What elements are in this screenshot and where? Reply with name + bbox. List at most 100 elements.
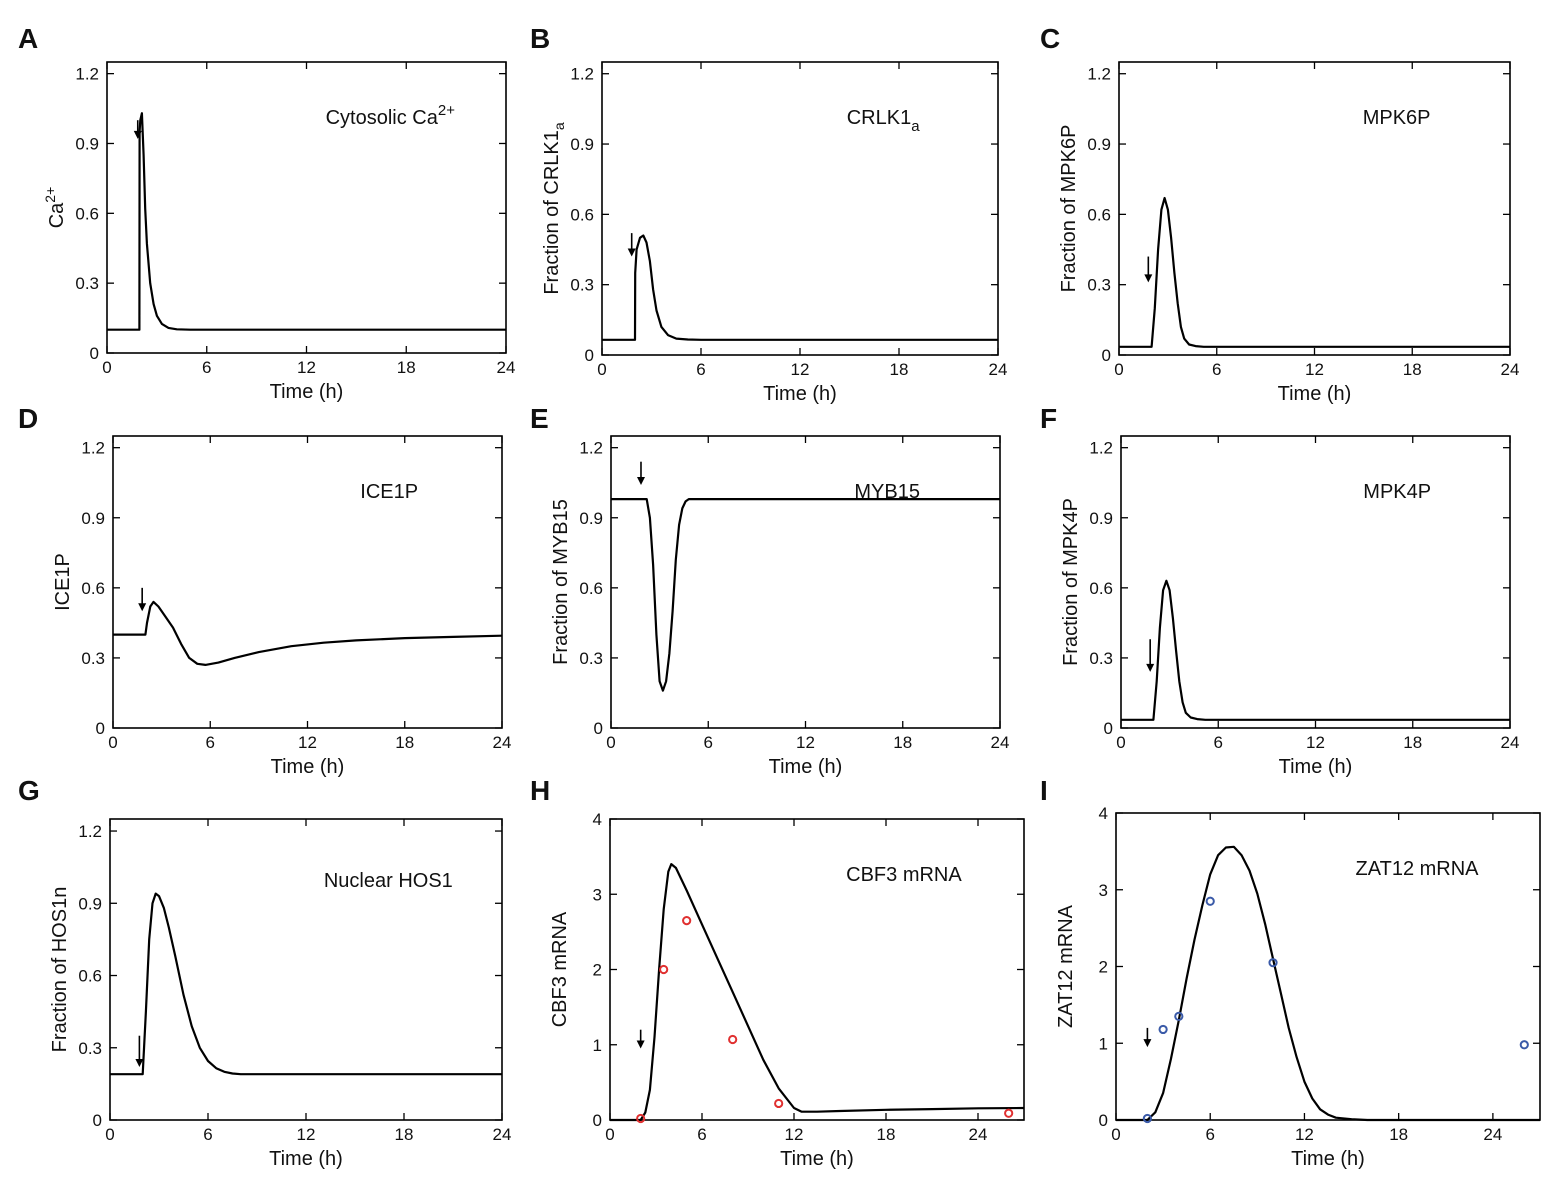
panel-letter: I bbox=[1040, 775, 1048, 806]
y-tick-label: 3 bbox=[593, 885, 602, 904]
x-axis-title: Time (h) bbox=[270, 381, 344, 403]
stimulus-arrowhead bbox=[1143, 1039, 1152, 1048]
y-tick-label: 0.3 bbox=[570, 276, 594, 295]
x-tick-label: 6 bbox=[202, 358, 211, 377]
y-tick-label: 0.3 bbox=[81, 649, 105, 668]
series-annotation: ZAT12 mRNA bbox=[1356, 858, 1480, 880]
y-tick-label: 1.2 bbox=[1089, 439, 1113, 458]
y-tick-label: 0.3 bbox=[1089, 649, 1113, 668]
model-curve bbox=[610, 863, 1025, 1122]
x-tick-label: 6 bbox=[704, 733, 713, 752]
x-axis-title: Time (h) bbox=[271, 756, 345, 778]
x-tick-label: 12 bbox=[1306, 733, 1325, 752]
panel-d: D 0 6 12 18 24 0 0.3 0.6 0.9 1.2 Time (h) ICE1P ICE1P bbox=[18, 403, 511, 778]
x-tick-label: 12 bbox=[297, 1125, 316, 1144]
model-curve bbox=[107, 112, 506, 331]
y-tick-label: 1.2 bbox=[579, 439, 603, 458]
x-tick-label: 18 bbox=[1403, 733, 1422, 752]
y-tick-label: 0.6 bbox=[1089, 579, 1113, 598]
x-tick-label: 24 bbox=[493, 1125, 512, 1144]
x-tick-label: 0 bbox=[108, 733, 117, 752]
data-point bbox=[728, 1034, 738, 1045]
y-tick-label: 0.6 bbox=[81, 579, 105, 598]
panel-letter: C bbox=[1040, 23, 1060, 54]
plot-frame bbox=[601, 61, 999, 356]
y-axis-title: Fraction of MPK6P bbox=[1058, 125, 1080, 293]
y-tick-label: 0 bbox=[593, 1111, 602, 1130]
x-tick-label: 24 bbox=[1501, 360, 1520, 379]
x-tick-label: 6 bbox=[203, 1125, 212, 1144]
series-annotation: Cytosolic Ca2+ bbox=[326, 102, 456, 129]
x-tick-label: 0 bbox=[605, 1125, 614, 1144]
panel-b: B 0 6 12 18 24 0 0.3 0.6 0.9 1.2 Time (h) Fraction o… bbox=[530, 23, 1007, 405]
y-tick-label: 0.3 bbox=[1087, 276, 1111, 295]
x-tick-label: 0 bbox=[1111, 1125, 1120, 1144]
x-tick-label: 12 bbox=[796, 733, 815, 752]
model-curve bbox=[602, 234, 998, 341]
y-tick-label: 1 bbox=[1099, 1034, 1108, 1053]
y-tick-label: 0 bbox=[90, 344, 99, 363]
y-axis-title: CBF3 mRNA bbox=[549, 911, 571, 1027]
x-tick-label: 0 bbox=[105, 1125, 114, 1144]
data-point bbox=[659, 964, 669, 975]
x-tick-label: 12 bbox=[1305, 360, 1324, 379]
x-tick-label: 12 bbox=[1295, 1125, 1314, 1144]
x-tick-label: 24 bbox=[1483, 1125, 1502, 1144]
x-tick-label: 24 bbox=[497, 358, 516, 377]
data-point bbox=[774, 1098, 784, 1109]
y-tick-label: 1.2 bbox=[570, 65, 594, 84]
panel-letter: E bbox=[530, 403, 549, 434]
data-point bbox=[1158, 1024, 1168, 1035]
x-tick-label: 18 bbox=[395, 1125, 414, 1144]
data-point bbox=[1004, 1108, 1014, 1118]
stimulus-arrowhead bbox=[135, 1059, 144, 1068]
y-axis-title: ZAT12 mRNA bbox=[1055, 904, 1077, 1028]
panel-letter: D bbox=[18, 403, 38, 434]
x-tick-label: 12 bbox=[297, 358, 316, 377]
y-axis-title: Fraction of MPK4P bbox=[1060, 498, 1082, 666]
x-tick-label: 18 bbox=[893, 733, 912, 752]
series-annotation: Nuclear HOS1 bbox=[324, 870, 453, 892]
x-tick-label: 18 bbox=[877, 1125, 896, 1144]
series-annotation: CRLK1a bbox=[847, 107, 920, 135]
panel-letter: B bbox=[530, 23, 550, 54]
y-tick-label: 0 bbox=[96, 719, 105, 738]
panel-e: E 0 6 12 18 24 0 0.3 0.6 0.9 1.2 Time (h) Fraction o… bbox=[530, 403, 1009, 778]
x-axis-title: Time (h) bbox=[769, 756, 843, 778]
x-tick-label: 24 bbox=[991, 733, 1010, 752]
data-point bbox=[636, 1113, 646, 1124]
x-tick-label: 24 bbox=[493, 733, 512, 752]
y-tick-label: 0 bbox=[1104, 719, 1113, 738]
series-annotation: MPK4P bbox=[1363, 481, 1431, 503]
y-tick-label: 0 bbox=[1099, 1111, 1108, 1130]
x-tick-label: 6 bbox=[1214, 733, 1223, 752]
x-tick-label: 24 bbox=[989, 360, 1008, 379]
y-tick-label: 0.9 bbox=[579, 509, 603, 528]
y-tick-label: 2 bbox=[1099, 958, 1108, 977]
data-point bbox=[1142, 1113, 1153, 1124]
x-axis-title: Time (h) bbox=[763, 383, 837, 405]
panel-g: G 0 6 12 18 24 0 0.3 0.6 0.9 1.2 Time (h) Fraction o… bbox=[18, 775, 511, 1170]
y-tick-label: 0.9 bbox=[1087, 135, 1111, 154]
x-tick-label: 6 bbox=[696, 360, 705, 379]
x-axis-title: Time (h) bbox=[269, 1148, 343, 1170]
y-tick-label: 0.3 bbox=[75, 274, 99, 293]
panel-letter: A bbox=[18, 23, 38, 54]
y-tick-label: 4 bbox=[1099, 804, 1108, 823]
x-tick-label: 0 bbox=[1116, 733, 1125, 752]
y-tick-label: 0.9 bbox=[570, 135, 594, 154]
y-tick-label: 1 bbox=[593, 1036, 602, 1055]
y-axis-title: Ca2+ bbox=[42, 187, 68, 229]
x-tick-label: 12 bbox=[785, 1125, 804, 1144]
y-tick-label: 3 bbox=[1099, 881, 1108, 900]
model-curve bbox=[611, 498, 1000, 692]
x-axis-title: Time (h) bbox=[1279, 756, 1353, 778]
x-tick-label: 0 bbox=[102, 358, 111, 377]
y-tick-label: 4 bbox=[593, 810, 602, 829]
x-tick-label: 18 bbox=[397, 358, 416, 377]
y-tick-label: 0.6 bbox=[78, 967, 102, 986]
y-tick-label: 0.6 bbox=[75, 204, 99, 223]
